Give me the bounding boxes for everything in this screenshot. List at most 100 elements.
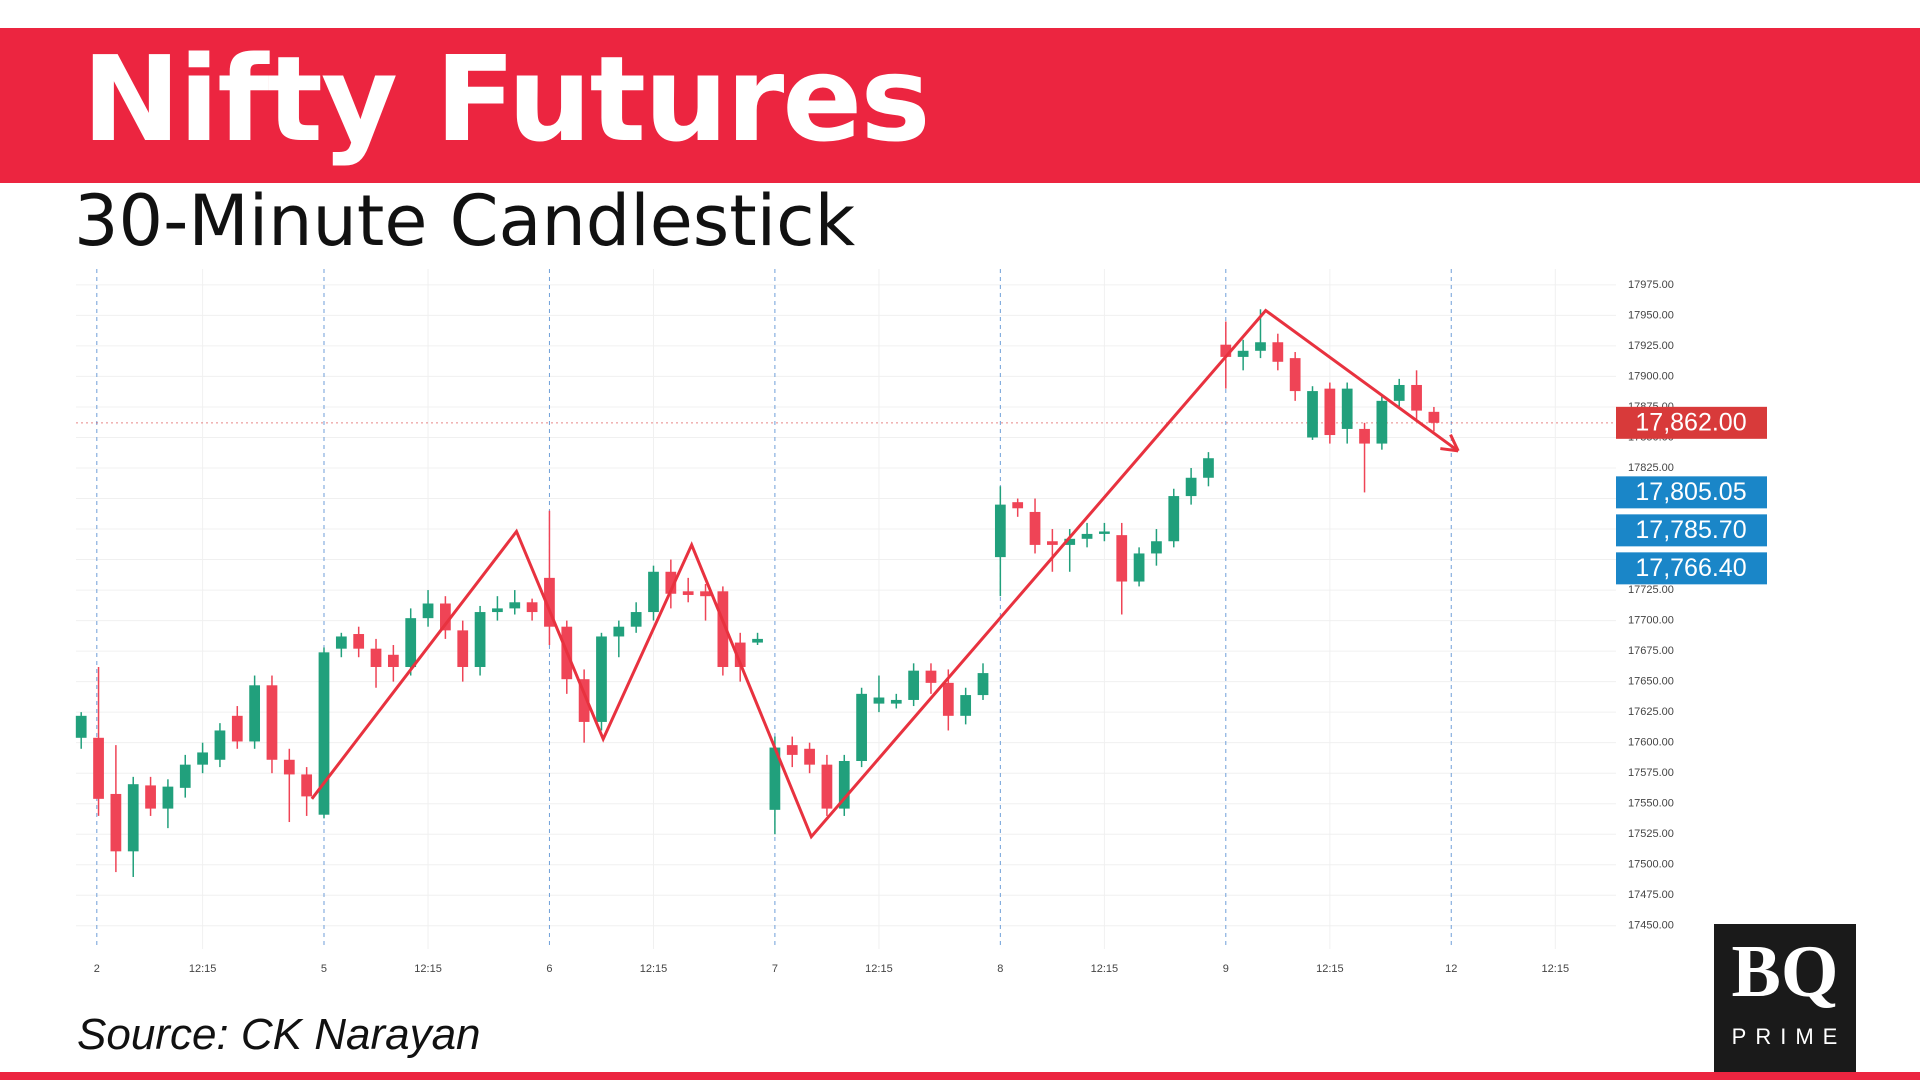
- candle-body: [422, 603, 434, 619]
- candle-body: [1289, 358, 1301, 392]
- candle-body: [648, 571, 659, 613]
- candle-body: [214, 730, 226, 760]
- y-tick-label: 17975.00: [1628, 279, 1674, 291]
- trendline-arrow: [1440, 447, 1459, 453]
- candle-body: [630, 612, 642, 627]
- y-tick-label: 17925.00: [1628, 340, 1674, 352]
- x-tick-label: 12:15: [189, 963, 217, 975]
- candle-body: [717, 591, 729, 667]
- candle-body: [682, 591, 694, 595]
- y-tick-label: 17825.00: [1628, 462, 1674, 474]
- candle-body: [838, 760, 850, 809]
- candle-body: [1255, 342, 1266, 351]
- x-tick-label: 8: [997, 963, 1003, 975]
- candle-body: [1307, 391, 1318, 438]
- price-tag-label: 17,805.05: [1635, 478, 1746, 506]
- candle-body: [977, 673, 989, 696]
- x-tick-label: 9: [1223, 963, 1229, 975]
- candle-body: [994, 504, 1006, 558]
- candle-body: [1029, 511, 1041, 545]
- candle-body: [1203, 458, 1214, 478]
- y-tick-label: 17575.00: [1628, 767, 1674, 779]
- logo-text: BQ: [1731, 931, 1839, 1013]
- x-tick-label: 12: [1445, 963, 1457, 975]
- x-tick-label: 12:15: [1091, 963, 1119, 975]
- candle-body: [752, 638, 763, 643]
- candle-body: [179, 764, 191, 788]
- candle-body: [1393, 384, 1405, 401]
- candle-body: [231, 715, 243, 742]
- candle-body: [370, 648, 382, 667]
- price-tag-label: 17,785.70: [1635, 516, 1746, 544]
- candle-body: [1012, 502, 1024, 509]
- x-tick-label: 12:15: [1542, 963, 1570, 975]
- price-tag: [1616, 406, 1767, 439]
- candle-body: [266, 685, 278, 760]
- y-tick-label: 17650.00: [1628, 676, 1674, 688]
- y-tick-label: 17675.00: [1628, 645, 1674, 657]
- candle-body: [821, 764, 833, 809]
- chart: 17450.00 17475.00 17500.00 17525.00 17550.00…: [75, 269, 1767, 975]
- y-tick-label: 17725.00: [1628, 584, 1674, 596]
- price-tag: [1616, 514, 1767, 547]
- candle-body: [856, 693, 867, 761]
- y-tick-label: 17900.00: [1628, 370, 1674, 382]
- candle-body: [1046, 541, 1058, 545]
- candle-body: [162, 786, 174, 809]
- candle-body: [890, 699, 902, 704]
- candle-body: [873, 697, 885, 704]
- y-tick-label: 17625.00: [1628, 706, 1674, 718]
- candle-body: [1428, 411, 1440, 423]
- candle-body: [110, 793, 122, 852]
- candle-body: [1272, 342, 1284, 362]
- candle-body: [283, 759, 295, 775]
- price-tag: [1616, 552, 1767, 585]
- candle-body: [387, 654, 399, 667]
- candle-body: [942, 682, 954, 716]
- price-tag-label: 17,766.40: [1635, 554, 1746, 582]
- candle-body: [700, 591, 711, 597]
- candle-body: [665, 571, 677, 594]
- candle-body: [734, 642, 746, 667]
- trendline: [310, 308, 1460, 840]
- subtitle: 30-Minute Candlestick: [74, 180, 856, 262]
- x-tick-label: 5: [321, 963, 327, 975]
- candle-body: [769, 747, 781, 810]
- candle-body: [249, 685, 261, 742]
- candle-body: [405, 618, 417, 667]
- candle-body: [1064, 538, 1076, 545]
- candle-body: [457, 630, 469, 667]
- y-tick-label: 17500.00: [1628, 859, 1674, 871]
- x-tick-label: 7: [772, 963, 778, 975]
- candle-body: [596, 636, 607, 722]
- candle-body: [145, 785, 156, 809]
- y-tick-label: 17700.00: [1628, 615, 1674, 627]
- source: Source: CK Narayan: [77, 1010, 481, 1059]
- candle-body: [544, 577, 555, 627]
- candle-body: [908, 670, 920, 700]
- candle-body: [1185, 477, 1197, 497]
- trendline-arrow: [1449, 433, 1460, 452]
- candle-body: [960, 695, 972, 716]
- title: Nifty Futures: [82, 30, 931, 168]
- logo-subtext: PRIME: [1731, 1024, 1847, 1049]
- candle-body: [318, 652, 330, 815]
- candle-body: [93, 737, 104, 799]
- candle-body: [335, 636, 347, 649]
- candle-body: [786, 745, 798, 755]
- candle-body: [578, 679, 590, 722]
- title-band: [0, 28, 1920, 183]
- y-tick-label: 17475.00: [1628, 889, 1674, 901]
- price-tag: [1616, 476, 1767, 509]
- candle-body: [353, 634, 365, 649]
- x-tick-label: 12:15: [1316, 963, 1344, 975]
- price-tag-label: 17,862.00: [1635, 408, 1746, 436]
- candle-body: [1220, 344, 1232, 357]
- candle-body: [509, 602, 521, 609]
- candle-body: [1168, 496, 1180, 542]
- candle-body: [1237, 350, 1249, 357]
- y-tick-label: 17450.00: [1628, 920, 1674, 932]
- candle-body: [1411, 384, 1422, 411]
- candle-body: [440, 603, 451, 631]
- candle-body: [1099, 531, 1110, 534]
